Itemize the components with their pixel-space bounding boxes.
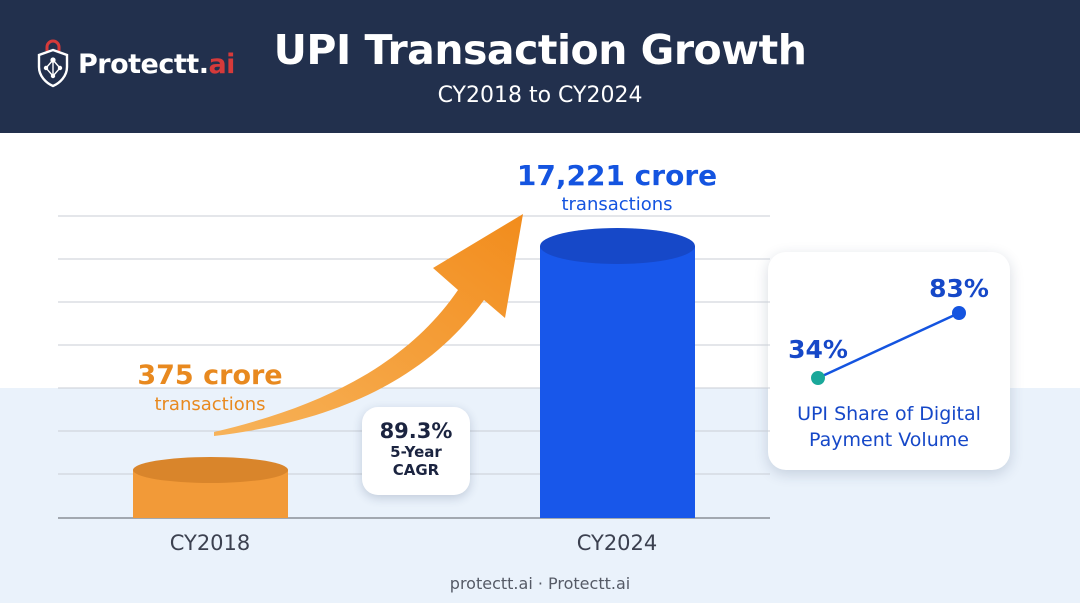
growth-arrow	[214, 214, 523, 436]
bar-top	[540, 228, 695, 264]
brand-accent: ai	[208, 48, 235, 80]
x-tick-label: CY2018	[170, 531, 251, 555]
share-label-end: 83%	[929, 274, 989, 303]
page-subtitle: CY2018 to CY2024	[437, 83, 643, 108]
share-title-2: Payment Volume	[809, 429, 969, 451]
page-title: UPI Transaction Growth	[273, 26, 807, 74]
share-card	[768, 252, 1010, 470]
unit-label-cy2024: transactions	[561, 194, 672, 215]
shield-lock-icon	[37, 39, 69, 88]
share-line	[817, 311, 960, 380]
share-label-start: 34%	[788, 335, 848, 364]
share-point-start	[811, 371, 825, 385]
cagr-badge: 89.3% 5-Year CAGR	[362, 407, 470, 495]
share-title-1: UPI Share of Digital	[797, 403, 981, 425]
bar-cy2024	[540, 228, 695, 518]
header-bar	[0, 0, 1080, 133]
bar-body	[540, 246, 695, 518]
cagr-label-1: 5-Year	[390, 443, 442, 461]
unit-label-cy2018: transactions	[154, 394, 265, 415]
growth-arrow-layer	[214, 214, 523, 436]
footer-text: protectt.ai · Protectt.ai	[449, 574, 631, 593]
bar-cy2018	[133, 457, 288, 518]
value-label-cy2018: 375 crore	[137, 360, 282, 391]
bars-layer	[133, 228, 695, 518]
share-point-end	[952, 306, 966, 320]
share-line-layer: 34% 83% UPI Share of Digital Payment Volume	[788, 274, 989, 451]
cagr-value: 89.3%	[379, 419, 453, 443]
cagr-label-2: CAGR	[392, 461, 440, 479]
brand-name: Protectt.ai	[78, 48, 235, 80]
value-label-cy2024: 17,221 crore	[517, 159, 717, 192]
bar-top	[133, 457, 288, 483]
x-tick-label: CY2024	[577, 531, 658, 555]
brand-logo: Protectt.ai	[34, 38, 235, 90]
